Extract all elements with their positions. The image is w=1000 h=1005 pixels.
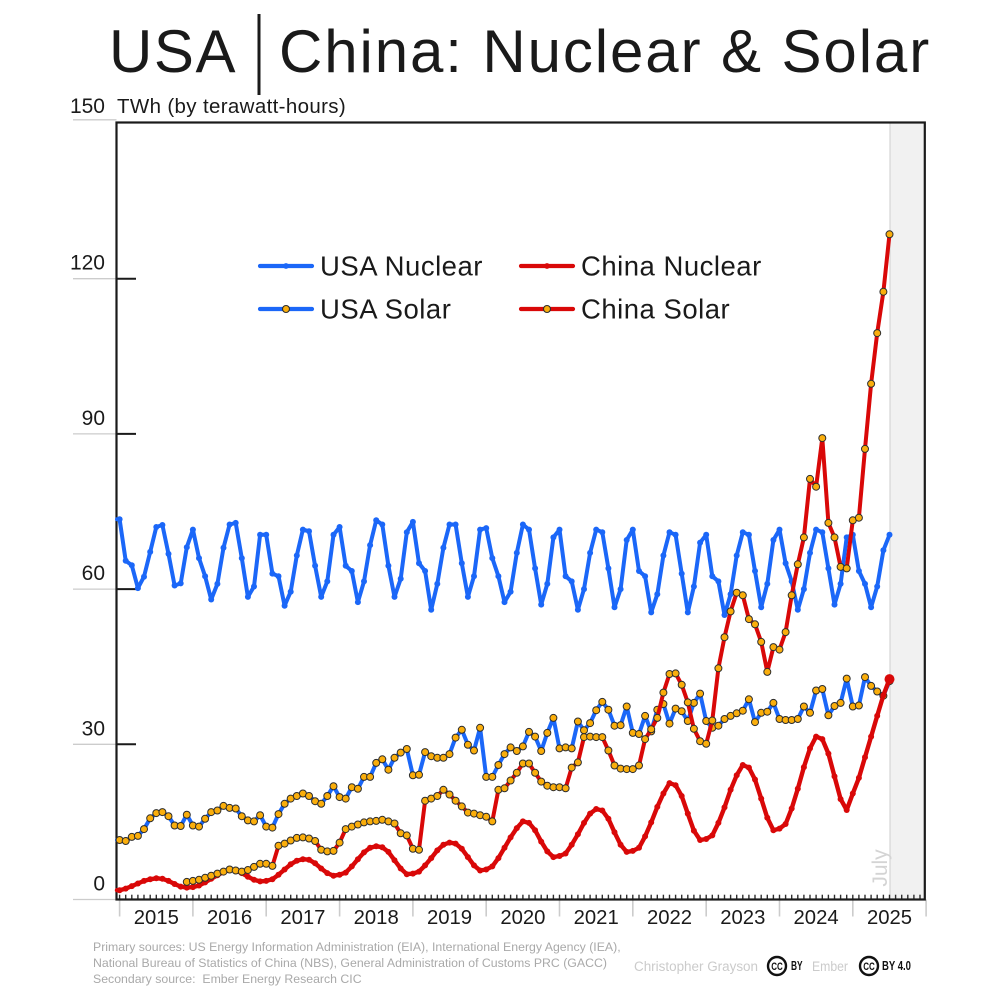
svg-text:150: 150 <box>70 95 105 118</box>
svg-text:TWh (by terawatt-hours): TWh (by terawatt-hours) <box>117 95 346 118</box>
svg-text:0: 0 <box>93 873 105 896</box>
svg-text:2022: 2022 <box>647 907 692 929</box>
svg-text:2020: 2020 <box>500 907 545 929</box>
svg-text:2016: 2016 <box>207 907 252 929</box>
svg-text:Ember: Ember <box>812 959 848 974</box>
svg-text:USA Solar: USA Solar <box>320 294 451 325</box>
svg-text:90: 90 <box>82 407 105 430</box>
svg-text:USA Nuclear: USA Nuclear <box>320 251 483 282</box>
svg-text:China: Nuclear & Solar: China: Nuclear & Solar <box>279 18 931 85</box>
svg-text:China Nuclear: China Nuclear <box>581 251 762 282</box>
svg-text:Primary sources: US Energy Inf: Primary sources: US Energy Information A… <box>93 940 621 954</box>
svg-text:2025: 2025 <box>867 907 912 929</box>
svg-text:2021: 2021 <box>574 907 619 929</box>
svg-text:CC: CC <box>863 961 875 973</box>
svg-text:Christopher Grayson: Christopher Grayson <box>634 959 758 974</box>
svg-text:30: 30 <box>82 717 105 740</box>
svg-text:2017: 2017 <box>280 907 325 929</box>
svg-text:2018: 2018 <box>354 907 399 929</box>
svg-text:CC: CC <box>771 961 783 973</box>
svg-text:Secondary source: Ember Energ: Secondary source: Ember Energy Research … <box>93 972 362 986</box>
svg-text:2019: 2019 <box>427 907 472 929</box>
svg-text:2015: 2015 <box>134 907 179 929</box>
svg-text:2024: 2024 <box>794 907 839 929</box>
svg-text:USA: USA <box>109 18 237 85</box>
svg-text:China Solar: China Solar <box>581 294 730 325</box>
svg-text:National Bureau of Statistics: National Bureau of Statistics of China (… <box>93 956 607 970</box>
svg-text:July: July <box>869 849 892 887</box>
svg-text:BY 4.0: BY 4.0 <box>882 959 911 973</box>
svg-text:120: 120 <box>70 252 105 275</box>
svg-text:60: 60 <box>82 562 105 585</box>
svg-text:BY: BY <box>791 959 803 973</box>
svg-text:2023: 2023 <box>720 907 765 929</box>
